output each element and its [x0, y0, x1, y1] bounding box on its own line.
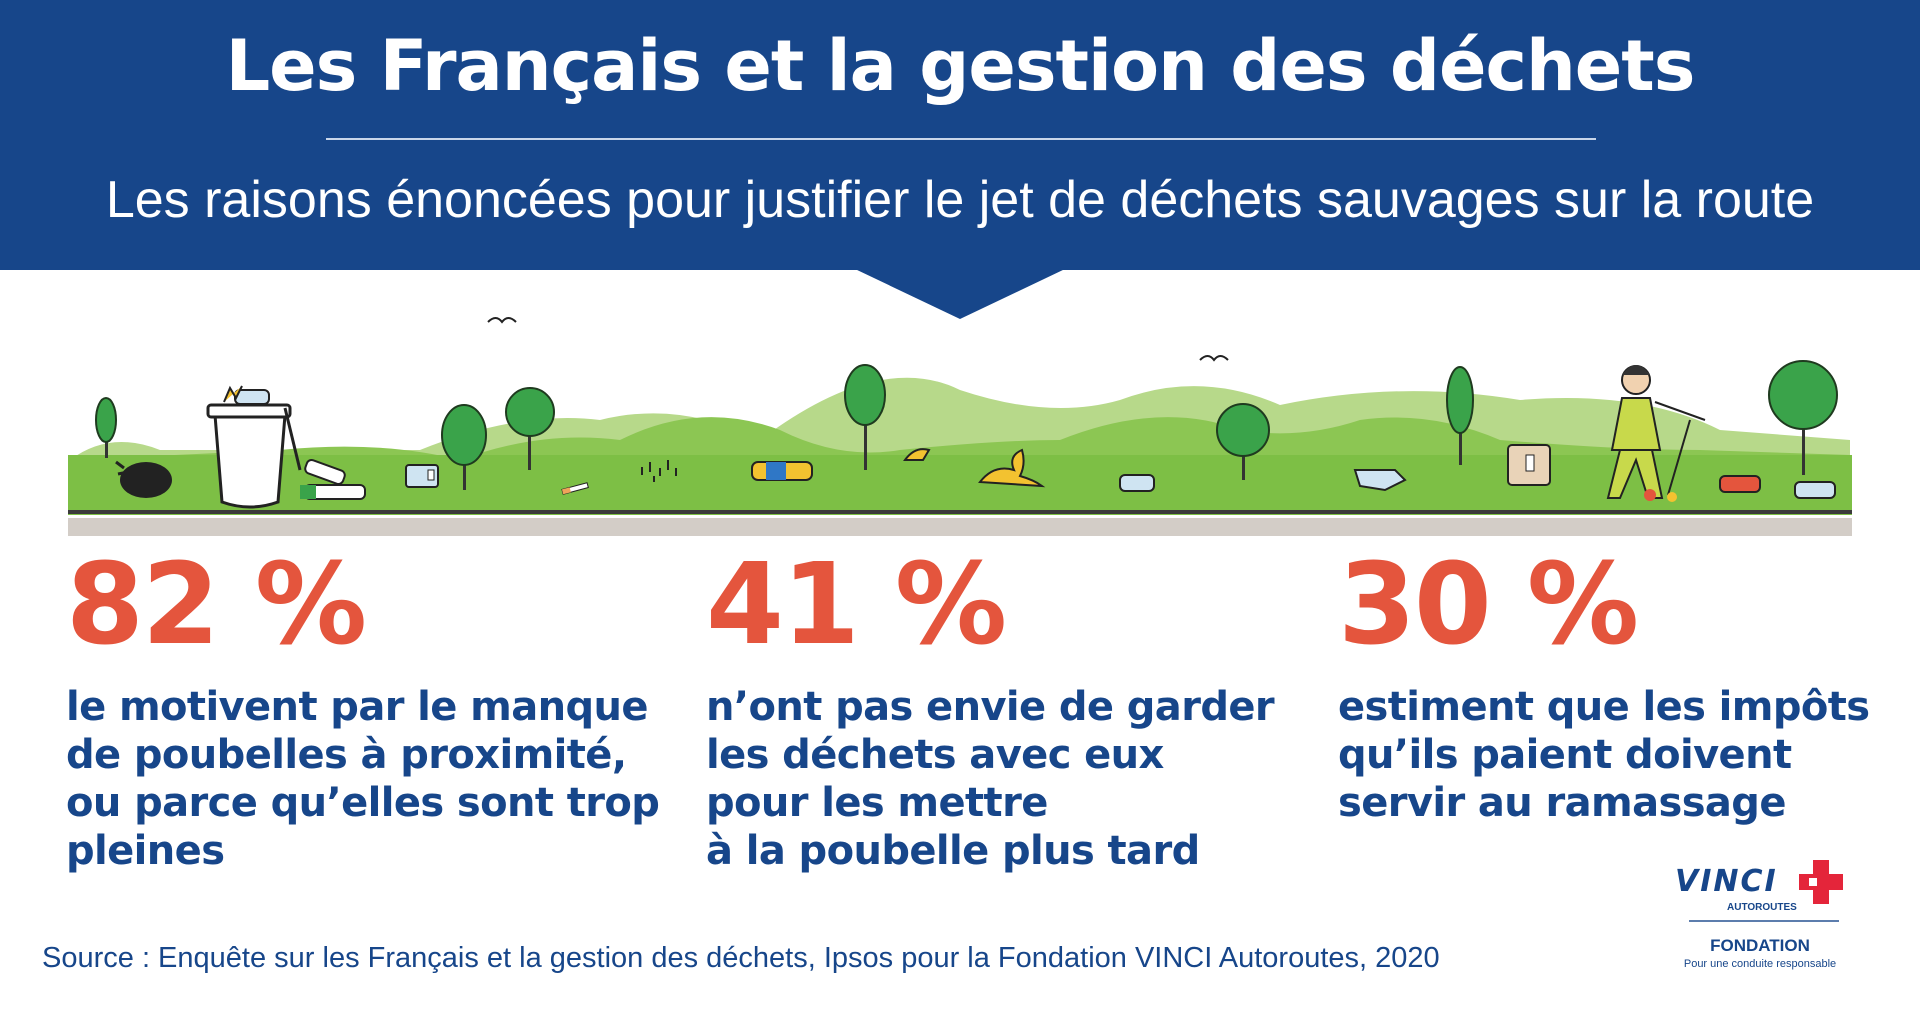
bottle-icon	[304, 458, 346, 486]
page-title: Les Français et la gestion des déchets	[225, 25, 1696, 107]
carton-icon	[1507, 444, 1551, 486]
stat-keep-waste: 41 % n’ont pas envie de garder les déche…	[706, 540, 1275, 875]
logo-subtitle: AUTOROUTES	[1727, 902, 1797, 913]
tree-icon	[1446, 366, 1474, 465]
stat-description: estiment que les impôts qu’ils paient do…	[1338, 684, 1870, 826]
logo-foundation: FONDATION	[1710, 936, 1810, 955]
plastic-bag-icon	[1353, 469, 1407, 492]
stat-description: le motivent par le manque de poubelles à…	[66, 684, 660, 874]
logo-divider	[1689, 920, 1839, 922]
header-divider	[326, 138, 1596, 140]
trash-bag-icon	[115, 460, 172, 498]
logo-tagline: Pour une conduite responsable	[1683, 958, 1837, 970]
page-subtitle: Les raisons énoncées pour justifier le j…	[105, 171, 1815, 229]
vinci-foundation-logo: VINCI AUTOROUTES FONDATION Pour une cond…	[1665, 850, 1865, 980]
header-banner: Les Français et la gestion des déchets L…	[0, 0, 1920, 270]
tree-icon	[1216, 403, 1270, 480]
header-pointer	[855, 269, 1065, 319]
stat-value: 30 %	[1338, 540, 1639, 670]
logo-cross-icon	[1799, 860, 1843, 904]
bottle-icon	[751, 461, 813, 481]
can-icon	[405, 464, 439, 488]
bird-icon	[1199, 355, 1229, 362]
cigarette-butt-icon	[561, 482, 589, 495]
stat-description: n’ont pas envie de garder les déchets av…	[706, 684, 1275, 874]
tree-icon	[95, 397, 117, 458]
grass-tuft-icon	[641, 460, 677, 482]
bottle-icon	[300, 484, 366, 500]
bottle-icon	[1794, 481, 1836, 499]
tree-icon	[441, 404, 487, 490]
roadside-illustration	[68, 317, 1852, 536]
stat-lack-of-bins: 82 % le motivent par le manque de poubel…	[66, 540, 660, 875]
tree-icon	[505, 387, 555, 470]
road-worker-icon	[1606, 365, 1706, 502]
overflowing-bin-icon	[206, 385, 302, 509]
road-edge	[68, 510, 1852, 514]
bird-icon	[487, 317, 517, 324]
bottle-icon	[1119, 474, 1155, 492]
banana-peel-icon	[903, 448, 931, 461]
grass-strip	[68, 455, 1852, 515]
stat-value: 82 %	[66, 540, 367, 670]
source-note: Source : Enquête sur les Français et la …	[42, 942, 1440, 974]
stat-taxes: 30 % estiment que les impôts qu’ils paie…	[1338, 540, 1870, 827]
banana-peel-icon	[978, 448, 1046, 488]
stat-value: 41 %	[706, 540, 1007, 670]
tree-icon	[844, 364, 886, 470]
bottle-icon	[1719, 475, 1761, 493]
tree-icon	[1768, 360, 1838, 475]
road-surface	[68, 518, 1852, 536]
logo-brand: VINCI	[1675, 864, 1778, 899]
